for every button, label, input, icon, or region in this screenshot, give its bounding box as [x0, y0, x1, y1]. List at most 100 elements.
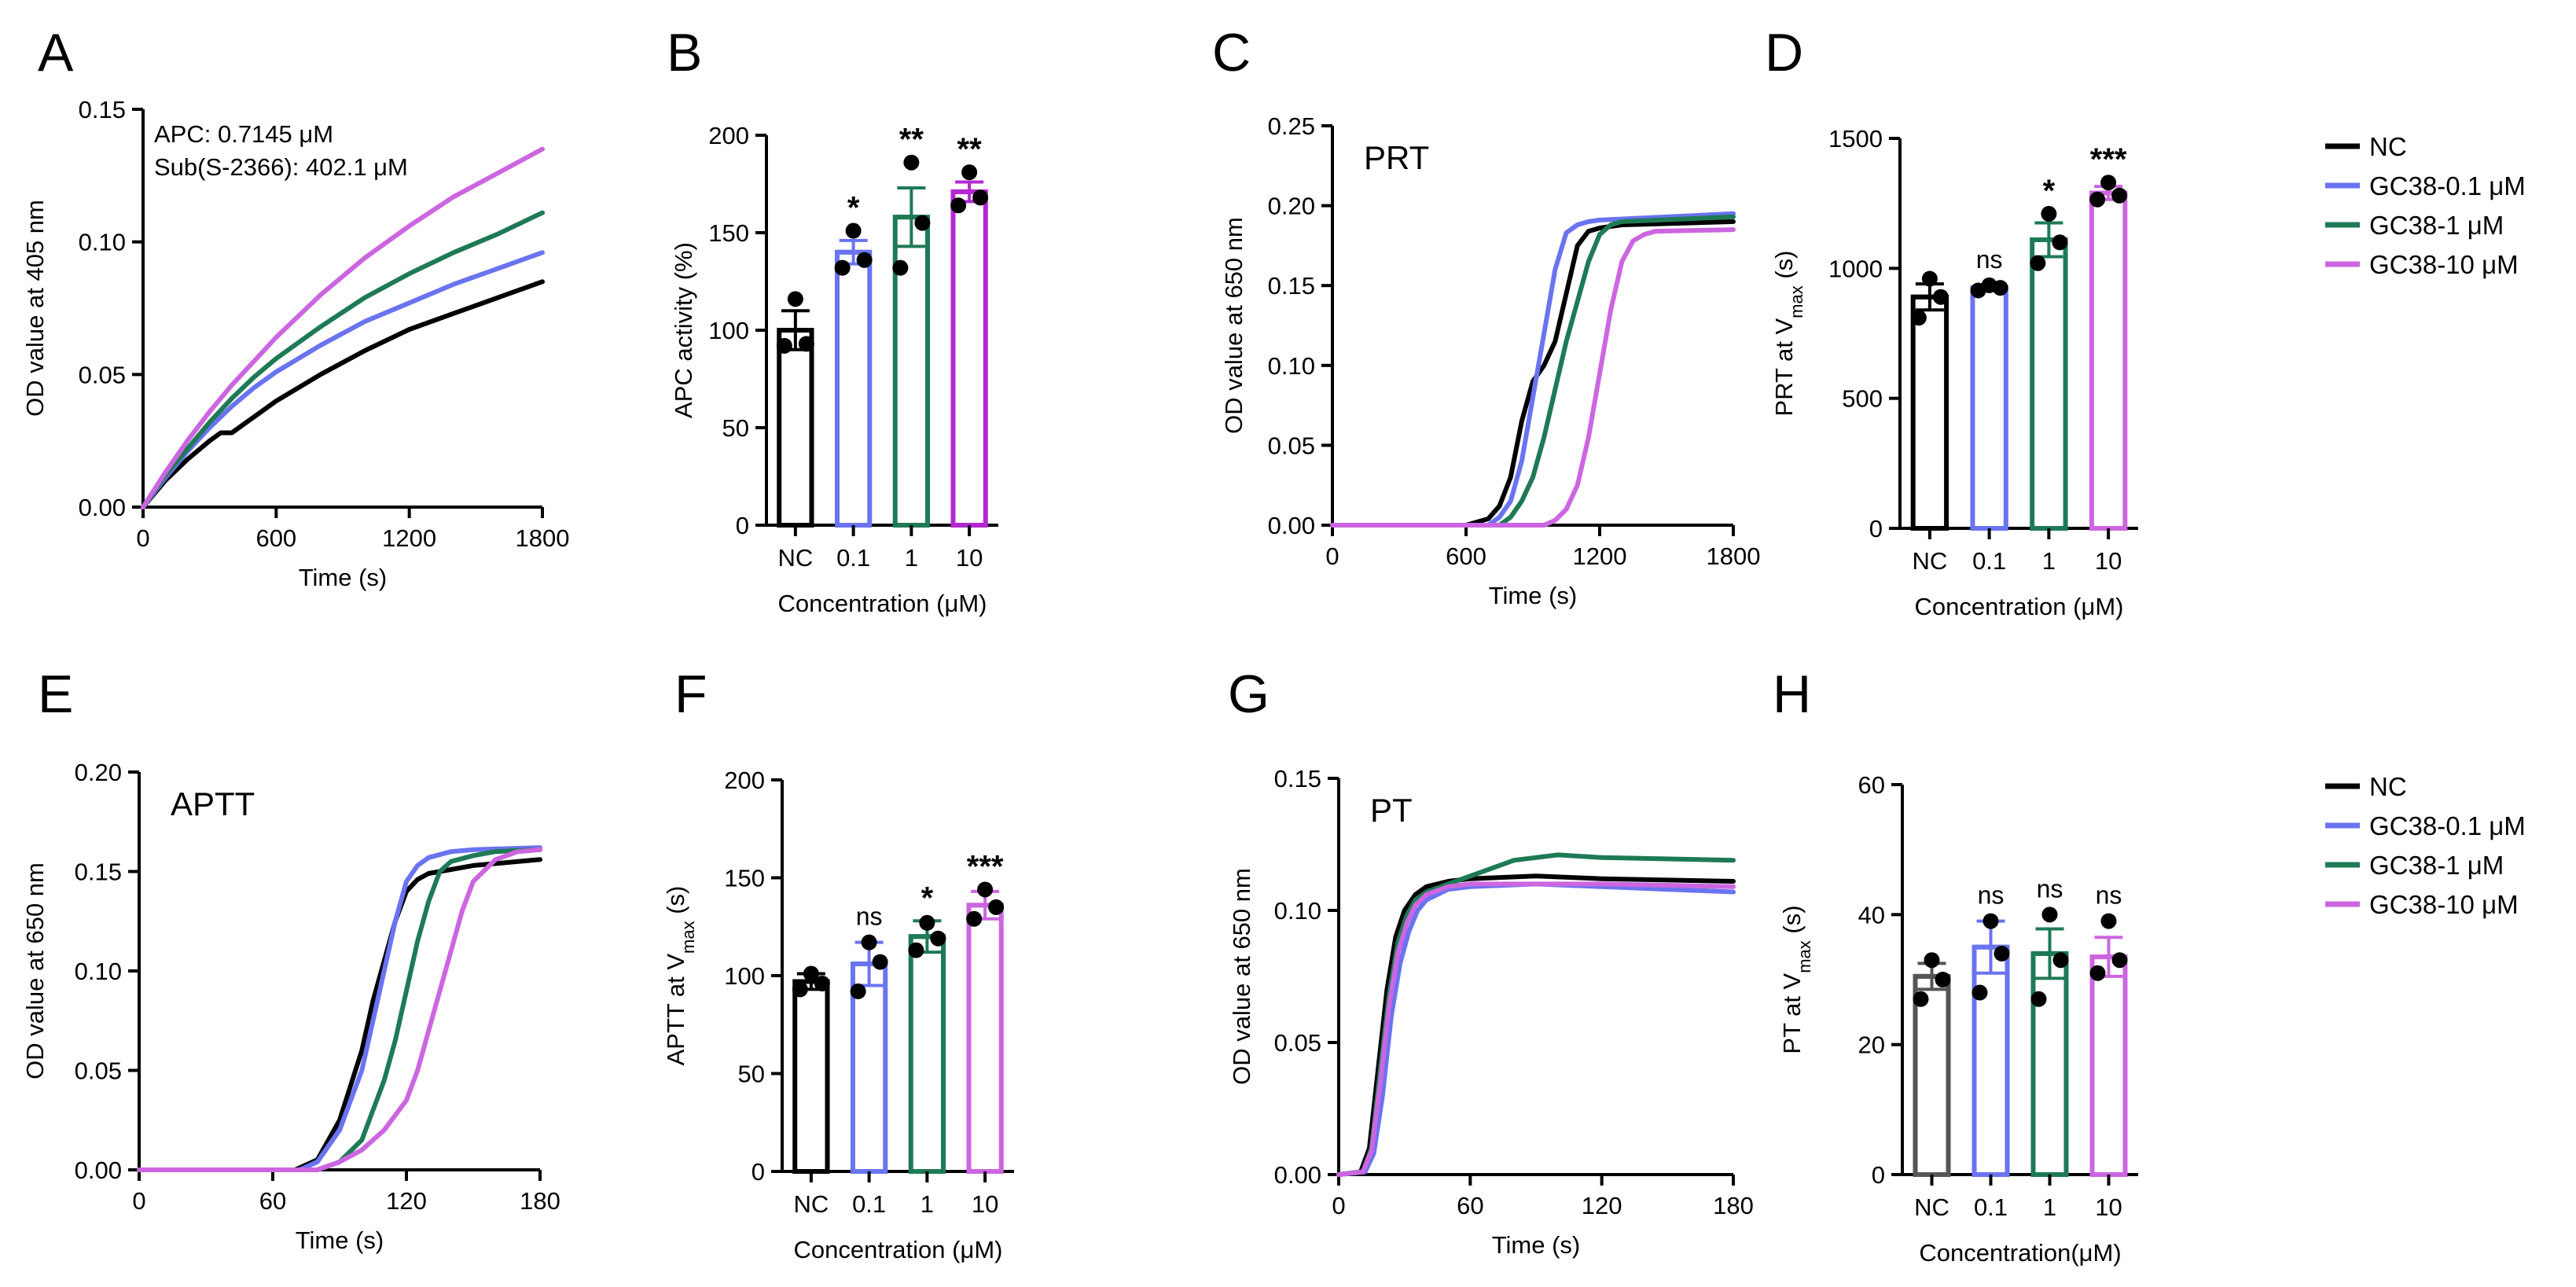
x-tick-label: 1800 [1707, 542, 1761, 570]
y-tick-label: 0.15 [79, 96, 126, 123]
y-tick-label: 200 [724, 767, 765, 794]
chart-panel-h: 0 20 40 60 PT at Vmax (s) NC 0.1 ns 1 ns 10 ns Conce… [1778, 771, 2138, 1267]
data-point [1981, 277, 1997, 293]
x-tick-label: 600 [1446, 542, 1486, 570]
y-tick-label: 0 [751, 1158, 765, 1186]
bar-10 [950, 189, 988, 528]
data-point [787, 291, 803, 307]
significance-label: ns [2096, 881, 2122, 910]
y-tick-label: 100 [724, 962, 765, 990]
legend-label: GC38-1 μM [2369, 851, 2504, 880]
x-tick-label: 0 [1325, 542, 1339, 570]
x-tick-label: 1 [921, 1190, 934, 1218]
legend-label: NC [2369, 772, 2407, 801]
series-line-gc38-0-1-m [1330, 211, 1736, 528]
data-point [950, 197, 967, 214]
data-point [988, 899, 1005, 915]
x-tick-label: 1 [2043, 1193, 2056, 1221]
panel-letter-e: E [38, 664, 73, 724]
bar-NC [777, 328, 814, 528]
x-tick-label: 60 [1457, 1192, 1483, 1219]
data-point [792, 981, 808, 998]
y-axis-label-main: PT at V [1778, 973, 1806, 1054]
bar-0.1 [1972, 944, 2010, 1177]
data-point [872, 954, 888, 970]
legend-label: GC38-0.1 μM [2369, 171, 2526, 200]
y-axis-label: OD value at 650 nm [21, 862, 49, 1079]
series-line-gc38-1-m [1330, 214, 1736, 528]
data-point [972, 189, 989, 206]
series-line-gc38-0-1-m [141, 250, 545, 509]
x-axis-label: Time (s) [1489, 582, 1578, 609]
y-tick-label: 0.00 [1274, 1161, 1321, 1189]
x-tick-label: 1200 [382, 524, 436, 552]
y-tick-label: 0.15 [1274, 765, 1321, 792]
x-tick-label: 0.1 [1972, 547, 2006, 575]
chart-panel-c: 0.00 0.05 0.10 0.15 0.20 0.25 OD value at 650 … [1220, 112, 1760, 609]
significance-label: ** [957, 132, 983, 167]
data-point [856, 252, 873, 268]
chart-panel-b: 0 50 100 150 200 APC activity (%) NC 0.1 * 1 ** 10 *… [670, 122, 998, 617]
y-tick-label: 0.20 [1268, 193, 1315, 220]
x-tick-label: 0.1 [852, 1190, 886, 1218]
data-point [2111, 952, 2128, 969]
y-tick-label: 0.05 [79, 361, 126, 388]
legend-label: GC38-10 μM [2369, 890, 2519, 919]
panel-letter-a: A [38, 23, 74, 83]
significance-label: ns [856, 903, 883, 931]
x-tick-label: 60 [259, 1187, 286, 1215]
y-tick-label: 1500 [1828, 125, 1883, 153]
data-point [966, 910, 983, 927]
y-axis-label-main: PRT at V [1770, 318, 1798, 417]
y-tick-label: 0.05 [75, 1057, 122, 1085]
x-tick-label: 180 [520, 1187, 560, 1215]
x-tick-label: 0.1 [836, 544, 870, 572]
y-tick-label: 0.10 [75, 958, 122, 985]
y-tick-label: 0.10 [1274, 897, 1321, 925]
y-tick-label: 20 [1858, 1031, 1885, 1059]
y-tick-label: 0.05 [1274, 1029, 1321, 1057]
data-point [2089, 965, 2106, 981]
y-tick-label: 0.05 [1268, 432, 1315, 459]
data-point [2100, 913, 2117, 929]
data-point [803, 965, 819, 982]
data-point [892, 259, 909, 276]
data-point [1913, 991, 1929, 1007]
x-tick-label: NC [1912, 547, 1947, 575]
chart-panel-e: 0.00 0.05 0.10 0.15 0.20 OD value at 650 nm 0 6… [21, 759, 560, 1254]
data-point [1983, 913, 1999, 929]
series-line-gc38-10-m [141, 146, 545, 509]
data-point [2052, 952, 2069, 969]
significance-label: ns [2037, 874, 2063, 903]
data-point [1924, 952, 1940, 969]
data-point [977, 881, 994, 898]
x-tick-label: 120 [386, 1187, 427, 1215]
y-axis-label: OD value at 405 nm [21, 200, 49, 417]
legend-label: GC38-0.1 μM [2369, 811, 2526, 840]
data-point [2100, 175, 2117, 191]
data-point [861, 934, 877, 951]
data-point [2041, 205, 2057, 222]
y-axis-label: APTT at Vmax (s) [662, 886, 698, 1066]
data-point [1910, 310, 1927, 326]
significance-label: * [921, 881, 934, 915]
data-point [961, 164, 978, 181]
data-point [776, 337, 792, 354]
y-tick-label: 60 [1858, 771, 1885, 799]
y-tick-label: 50 [722, 414, 749, 442]
x-tick-label: NC [777, 544, 813, 572]
x-tick-label: 0.1 [1974, 1193, 2008, 1221]
y-axis-label-tail: (s) [1778, 905, 1806, 940]
legend-bottom: NC GC38-0.1 μM GC38-1 μM GC38-10 μM [2325, 772, 2526, 919]
series-line-gc38-1-m [141, 210, 545, 509]
y-axis-label: OD value at 650 nm [1228, 868, 1255, 1085]
data-point [2030, 991, 2047, 1007]
bar-1 [2030, 951, 2069, 1178]
y-tick-label: 200 [708, 122, 749, 149]
y-tick-label: 50 [738, 1061, 765, 1088]
bar-NC [1910, 294, 1949, 531]
bar-NC [792, 979, 830, 1174]
x-tick-label: 10 [2095, 1193, 2122, 1221]
panel-letter-h: H [1773, 664, 1811, 724]
bar-10 [966, 903, 1004, 1174]
